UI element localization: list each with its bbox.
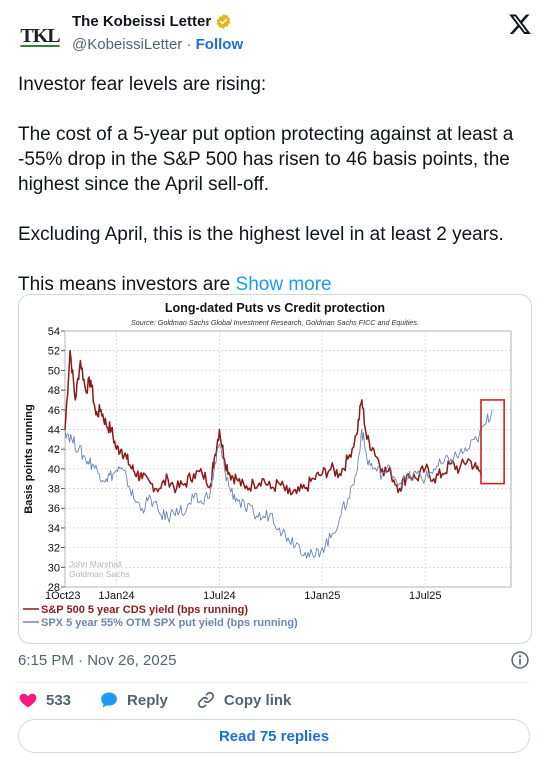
tweet-timestamp[interactable]: 6:15 PM · Nov 26, 2025 <box>18 652 177 669</box>
series-line-1 <box>64 349 483 496</box>
x-tick-label: 1Jan24 <box>98 590 134 602</box>
separator-dot: · <box>186 36 192 53</box>
tweet-text: Investor fear levels are rising: The cos… <box>18 72 533 297</box>
chart-subtitle: Source: Goldman Sachs Global Investment … <box>131 318 419 327</box>
reply-button[interactable]: Reply <box>99 690 168 710</box>
plot-area <box>64 330 512 588</box>
highlight-box <box>480 399 505 485</box>
heart-icon <box>19 693 37 708</box>
info-icon[interactable] <box>510 650 530 670</box>
like-count: 533 <box>46 691 72 709</box>
y-tick-label: 28 <box>48 582 60 594</box>
x-tick-label: 1Jul24 <box>203 590 235 602</box>
author-name-row[interactable]: The Kobeissi Letter <box>72 13 232 30</box>
x-tick-label: 1Jul25 <box>409 590 441 602</box>
y-tick-label: 36 <box>48 503 60 515</box>
y-tick-label: 32 <box>48 543 60 555</box>
tweet-paragraph: Excluding April, this is the highest lev… <box>18 224 504 245</box>
y-axis-label: Basis points running <box>23 404 35 513</box>
handle-row: @KobeissiLetter · Follow <box>72 36 243 53</box>
actions-divider <box>18 682 530 683</box>
copy-link-button[interactable]: Copy link <box>196 690 292 710</box>
read-replies-button[interactable]: Read 75 replies <box>18 719 530 753</box>
y-tick-label: 40 <box>48 464 60 476</box>
y-tick-label: 46 <box>48 405 60 417</box>
y-tick-label: 54 <box>48 326 60 338</box>
x-logo-icon[interactable] <box>508 12 532 36</box>
link-icon <box>197 691 214 709</box>
y-tick-label: 42 <box>48 444 60 456</box>
y-tick-label: 30 <box>48 562 60 574</box>
chart-watermark: John Marshall <box>69 559 122 569</box>
avatar[interactable]: TKL <box>16 12 64 60</box>
author-name[interactable]: The Kobeissi Letter <box>72 13 212 30</box>
action-bar: 533 Reply Copy link <box>18 688 319 712</box>
reply-label: Reply <box>127 691 168 709</box>
tweet-media-chart[interactable]: Long-dated Puts vs Credit protection Sour… <box>18 294 532 644</box>
legend-entry: SPX 5 year 55% OTM SPX put yield (bps ru… <box>41 617 298 629</box>
chart: Long-dated Puts vs Credit protection Sour… <box>23 301 512 629</box>
follow-button[interactable]: Follow <box>195 36 244 53</box>
y-tick-label: 44 <box>48 424 60 436</box>
author-handle[interactable]: @KobeissiLetter <box>72 36 183 53</box>
x-tick-label: 1Oct23 <box>45 590 80 602</box>
y-tick-label: 38 <box>48 484 60 496</box>
chart-title: Long-dated Puts vs Credit protection <box>165 301 385 315</box>
y-tick-label: 48 <box>48 385 60 397</box>
tweet-paragraph: The cost of a 5-year put option protecti… <box>18 124 514 195</box>
show-more-link[interactable]: Show more <box>235 274 332 295</box>
chart-watermark: Goldman Sachs <box>69 569 129 579</box>
like-button[interactable]: 533 <box>18 690 71 710</box>
x-tick-label: 1Jan25 <box>304 590 340 602</box>
legend-entry: S&P 500 5 year CDS yield (bps running) <box>41 604 248 616</box>
copy-link-label: Copy link <box>223 691 292 709</box>
tweet-truncated-text: This means investors are <box>18 274 231 295</box>
tweet-paragraph-last: This means investors are Show more <box>18 272 533 297</box>
verified-badge-icon <box>216 14 231 29</box>
reply-bubble-icon <box>101 692 117 708</box>
y-tick-label: 34 <box>48 523 60 535</box>
tweet-paragraph: Investor fear levels are rising: <box>18 74 267 95</box>
avatar-logo-text: TKL <box>20 24 60 47</box>
y-tick-label: 50 <box>48 365 60 377</box>
y-tick-label: 52 <box>48 346 60 358</box>
series-line-2 <box>64 409 493 559</box>
